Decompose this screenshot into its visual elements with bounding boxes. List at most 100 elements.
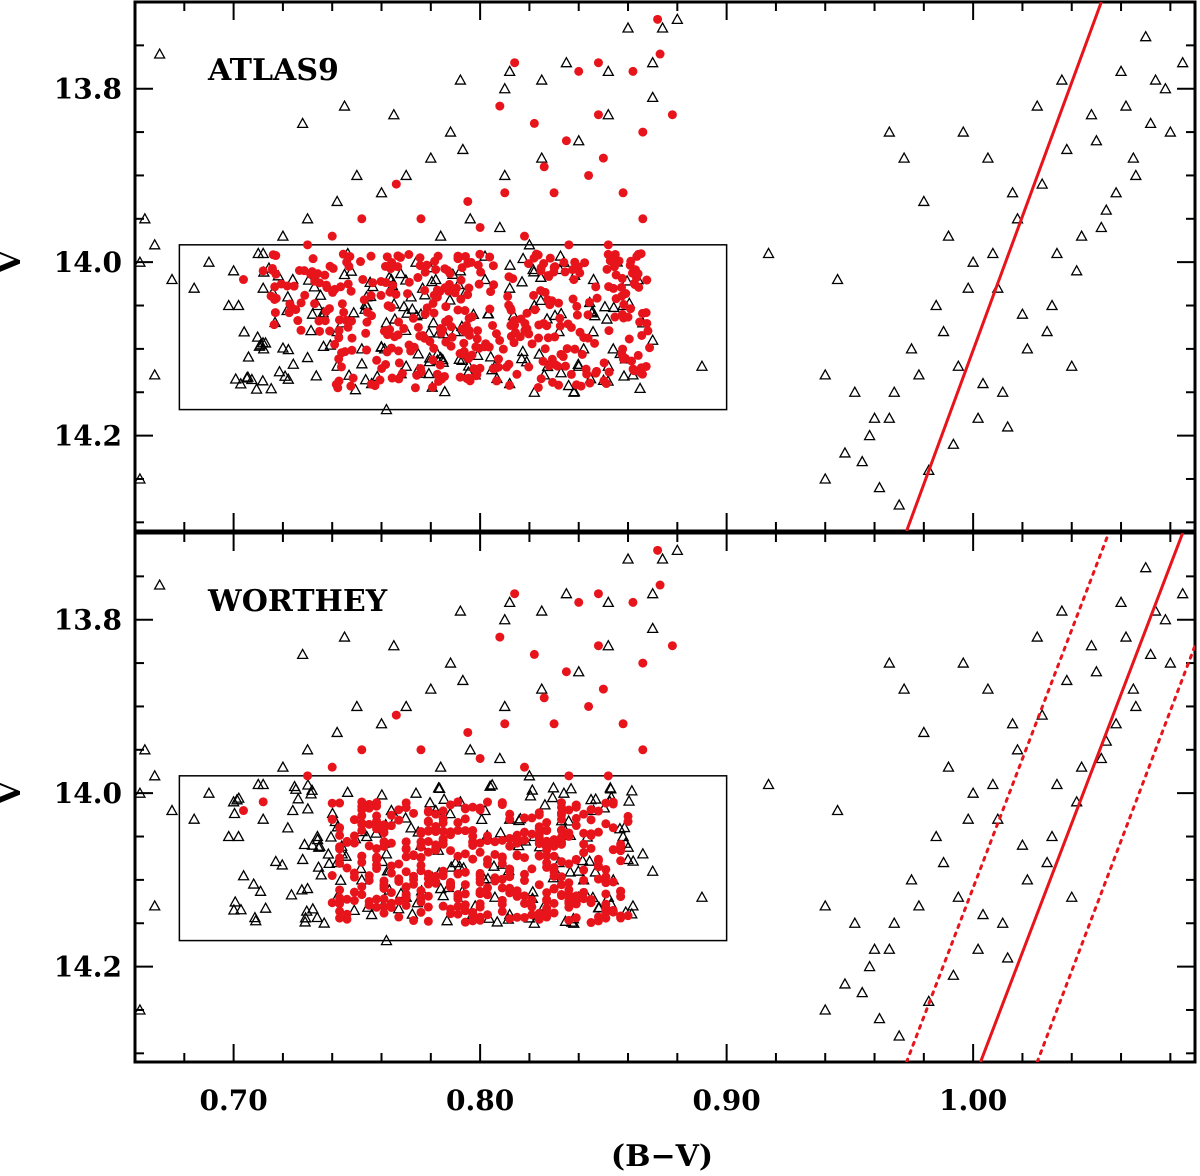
synthetic-star-point <box>628 66 638 76</box>
observed-star-point <box>257 281 270 293</box>
synthetic-star-point <box>571 813 581 823</box>
synthetic-star-point <box>294 266 304 276</box>
observed-star-point <box>535 604 548 616</box>
synthetic-star-point <box>438 871 448 881</box>
synthetic-star-point <box>327 871 337 881</box>
observed-star-point <box>848 916 861 928</box>
observed-star-point <box>227 903 240 915</box>
y-tick-label: 13.8 <box>54 604 122 637</box>
synthetic-star-point <box>446 877 456 887</box>
synthetic-star-point <box>549 883 559 893</box>
observed-star-point <box>1045 299 1059 311</box>
synthetic-star-point <box>483 831 493 841</box>
synthetic-star-point <box>394 859 404 869</box>
synthetic-star-point <box>564 859 574 869</box>
observed-star-point <box>304 787 318 799</box>
observed-star-point <box>1144 117 1157 129</box>
synthetic-star-point <box>616 911 626 921</box>
synthetic-star-point <box>460 803 470 813</box>
synthetic-star-point <box>505 380 515 390</box>
observed-star-point <box>273 365 286 377</box>
observed-star-point <box>148 769 161 781</box>
observed-star-point <box>1045 830 1059 842</box>
observed-star-point <box>491 915 504 927</box>
observed-star-point <box>1114 65 1128 77</box>
synthetic-star-point <box>545 253 555 263</box>
synthetic-star-point <box>601 872 611 882</box>
observed-star-point <box>135 472 147 484</box>
observed-star-point <box>646 864 659 876</box>
synthetic-star-point <box>475 363 485 373</box>
synthetic-star-point <box>556 814 566 824</box>
observed-star-point <box>883 125 896 137</box>
synthetic-star-point <box>586 843 596 853</box>
observed-star-point <box>449 856 462 868</box>
synthetic-star-point <box>579 809 589 819</box>
observed-star-point <box>1114 596 1128 608</box>
synthetic-star-point <box>334 333 344 343</box>
synthetic-star-point <box>542 888 552 898</box>
synthetic-star-point <box>438 806 448 816</box>
observed-star-point <box>229 895 242 907</box>
synthetic-star-point <box>431 871 441 881</box>
synthetic-star-point <box>372 864 382 874</box>
model-bound-line <box>1035 644 1195 1062</box>
synthetic-star-point <box>542 321 552 331</box>
synthetic-star-point <box>494 354 504 364</box>
synthetic-star-point <box>423 891 433 901</box>
synthetic-star-point <box>527 864 537 874</box>
observed-star-point <box>375 788 388 800</box>
synthetic-star-point <box>619 300 629 310</box>
synthetic-star-point <box>534 908 544 918</box>
synthetic-star-point <box>416 907 426 917</box>
observed-star-point <box>1050 778 1064 790</box>
observed-star-point <box>427 316 440 328</box>
synthetic-star-point <box>403 289 413 299</box>
observed-star-point <box>257 812 270 824</box>
observed-star-point <box>986 247 999 259</box>
synthetic-star-point <box>530 305 540 315</box>
synthetic-star-point <box>593 58 603 68</box>
synthetic-star-point <box>593 641 603 651</box>
synthetic-star-point <box>549 851 559 861</box>
synthetic-star-point <box>504 300 514 310</box>
synthetic-star-point <box>475 753 485 763</box>
synthetic-star-point <box>519 913 529 923</box>
synthetic-star-point <box>438 901 448 911</box>
observed-star-point <box>947 437 960 449</box>
synthetic-star-point <box>258 266 268 276</box>
observed-star-point <box>627 854 640 866</box>
synthetic-star-point <box>453 901 463 911</box>
synthetic-star-point <box>303 240 313 250</box>
observed-star-point <box>1050 247 1064 259</box>
synthetic-star-point <box>468 802 478 812</box>
synthetic-star-point <box>270 308 280 318</box>
synthetic-star-point <box>357 745 367 755</box>
synthetic-star-point <box>571 855 581 865</box>
synthetic-star-point <box>498 344 508 354</box>
observed-star-point <box>503 596 516 608</box>
synthetic-star-point <box>334 354 344 364</box>
observed-star-point <box>412 347 425 359</box>
synthetic-star-point <box>324 304 334 314</box>
synthetic-star-point <box>586 815 596 825</box>
observed-star-point <box>306 307 319 319</box>
synthetic-star-point <box>386 810 396 820</box>
observed-star-point <box>406 302 419 314</box>
synthetic-star-point <box>564 878 574 888</box>
observed-star-point <box>602 639 615 651</box>
observed-star-point <box>646 91 659 103</box>
observed-star-point <box>148 368 161 380</box>
synthetic-star-point <box>503 291 513 301</box>
synthetic-star-point <box>593 854 603 864</box>
observed-star-point <box>646 622 659 634</box>
synthetic-star-point <box>361 328 371 338</box>
observed-star-point <box>481 872 495 884</box>
observed-star-point <box>347 306 360 318</box>
observed-star-point <box>298 838 311 850</box>
observed-star-point <box>819 1003 832 1015</box>
synthetic-star-point <box>556 857 566 867</box>
observed-star-point <box>387 108 400 120</box>
synthetic-star-point <box>601 379 611 389</box>
synthetic-star-point <box>545 300 555 310</box>
